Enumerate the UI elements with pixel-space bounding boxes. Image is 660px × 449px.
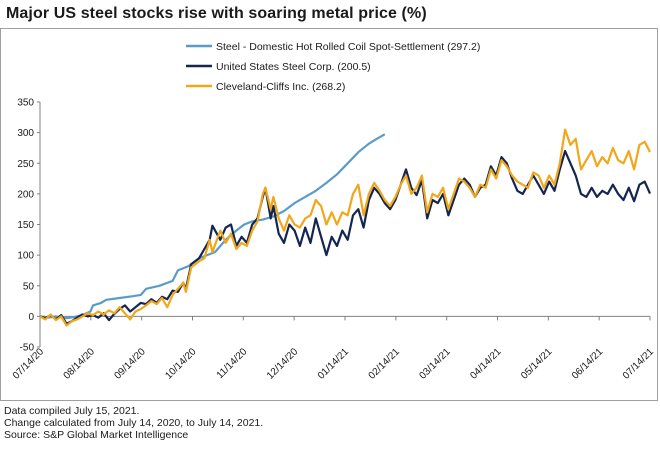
y-tick-label: -50 — [20, 343, 35, 354]
y-tick-label: 50 — [23, 281, 35, 292]
series-line-3 — [39, 128, 651, 327]
x-tick-label: 01/14/21 — [316, 346, 352, 382]
x-tick-label: 08/14/20 — [62, 346, 98, 382]
x-tick-label: 12/14/20 — [265, 346, 301, 382]
y-tick-label: 100 — [17, 251, 34, 262]
note-source: Source: S&P Global Market Intelligence — [4, 429, 189, 441]
x-tick-label: 03/14/21 — [417, 346, 453, 382]
note-period: Change calculated from July 14, 2020, to… — [4, 417, 264, 429]
y-tick-label: 300 — [17, 128, 34, 139]
x-tick-label: 10/14/20 — [163, 346, 199, 382]
series-line-2 — [39, 149, 652, 325]
legend-label-1: Steel - Domestic Hot Rolled Coil Spot-Se… — [216, 41, 480, 53]
x-tick-label: 11/14/20 — [215, 346, 250, 381]
x-tick-label: 02/14/21 — [367, 346, 403, 382]
legend: Steel - Domestic Hot Rolled Coil Spot-Se… — [186, 41, 480, 93]
y-tick-label: 150 — [17, 220, 34, 231]
legend-label-2: United States Steel Corp. (200.5) — [216, 61, 371, 73]
x-tick-label: 06/14/21 — [570, 346, 606, 382]
y-tick-label: 250 — [17, 159, 34, 170]
y-tick-label: 350 — [17, 98, 34, 109]
series-lines — [39, 128, 652, 327]
legend-label-3: Cleveland-Cliffs Inc. (268.2) — [216, 81, 345, 93]
x-tick-label: 04/14/21 — [468, 346, 504, 382]
y-tick-label: 200 — [17, 189, 34, 200]
note-compiled: Data compiled July 15, 2021. — [4, 405, 140, 417]
x-tick-label: 05/14/21 — [519, 346, 555, 382]
series-line-1 — [39, 133, 386, 320]
footnotes: Data compiled July 15, 2021. Change calc… — [4, 405, 263, 441]
x-tick-label: 07/14/21 — [621, 346, 657, 382]
y-tick-label: 0 — [28, 312, 34, 323]
x-tick-label: 09/14/20 — [112, 346, 148, 382]
chart-title: Major US steel stocks rise with soaring … — [6, 5, 427, 22]
chart-frame — [0, 28, 658, 401]
